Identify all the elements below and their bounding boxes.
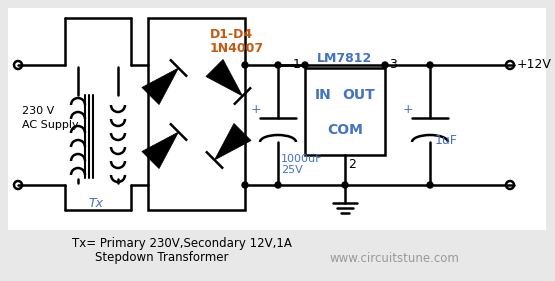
Text: Stepdown Transformer: Stepdown Transformer <box>95 251 229 264</box>
Text: www.circuitstune.com: www.circuitstune.com <box>330 252 460 265</box>
Bar <box>8 8 546 230</box>
Circle shape <box>342 182 348 188</box>
Text: 3: 3 <box>389 58 397 71</box>
Text: 25V: 25V <box>281 165 302 175</box>
Circle shape <box>427 62 433 68</box>
Bar <box>305 68 385 155</box>
Text: D1-D4: D1-D4 <box>210 28 253 41</box>
Text: COM: COM <box>327 123 363 137</box>
Circle shape <box>302 62 308 68</box>
Text: 1N4007: 1N4007 <box>210 42 264 55</box>
Circle shape <box>242 62 248 68</box>
Text: LM7812: LM7812 <box>317 52 372 65</box>
Circle shape <box>275 62 281 68</box>
Polygon shape <box>142 68 179 105</box>
Text: +: + <box>403 103 413 116</box>
Text: 1uF: 1uF <box>435 134 458 147</box>
Text: +: + <box>251 103 261 116</box>
Polygon shape <box>142 132 179 169</box>
Text: +12V: +12V <box>517 58 552 71</box>
Text: 1000uF: 1000uF <box>281 154 322 164</box>
Text: 1: 1 <box>293 58 301 71</box>
Circle shape <box>382 62 388 68</box>
Polygon shape <box>206 60 243 96</box>
Circle shape <box>242 182 248 188</box>
Circle shape <box>275 182 281 188</box>
Text: 230 V
AC Supply: 230 V AC Supply <box>22 106 79 130</box>
Text: 2: 2 <box>348 158 356 171</box>
Circle shape <box>427 182 433 188</box>
Polygon shape <box>214 123 251 160</box>
Text: Tx= Primary 230V,Secondary 12V,1A: Tx= Primary 230V,Secondary 12V,1A <box>72 237 292 250</box>
Bar <box>148 18 245 210</box>
Text: Tx: Tx <box>88 197 103 210</box>
Text: IN: IN <box>315 88 332 102</box>
Text: OUT: OUT <box>342 88 375 102</box>
